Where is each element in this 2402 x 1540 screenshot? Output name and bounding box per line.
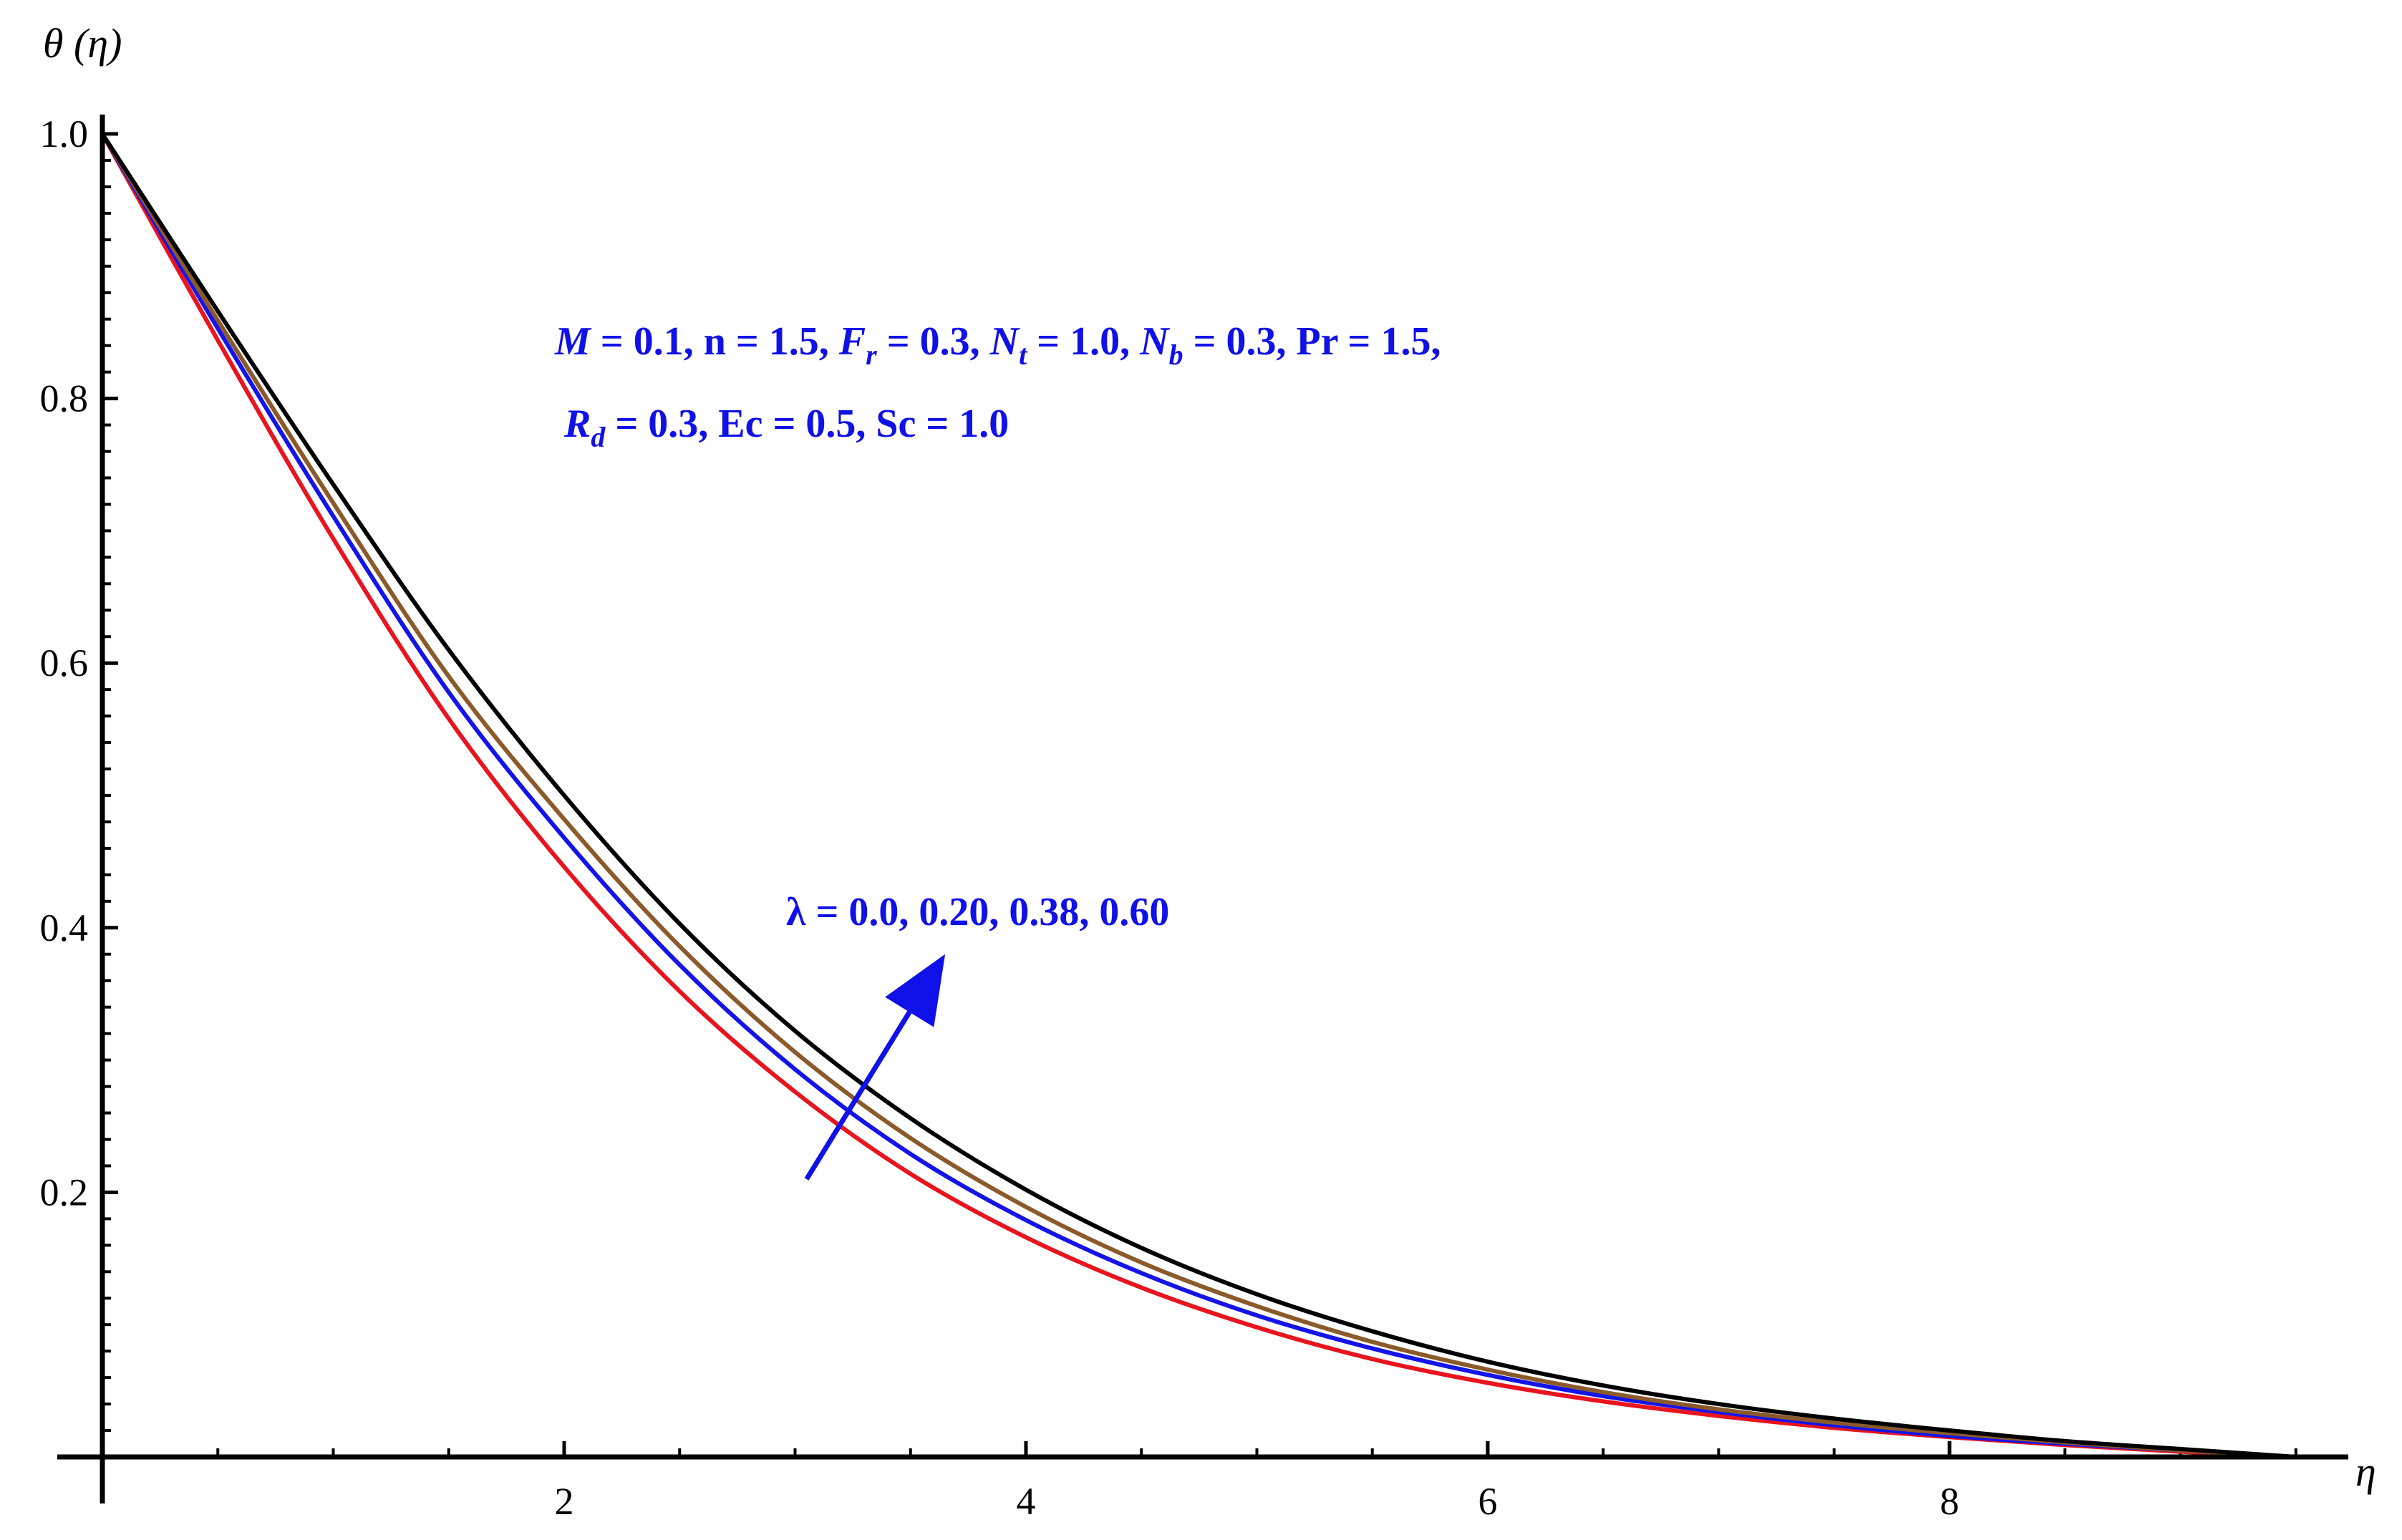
lambda-arrow (804, 954, 946, 1181)
params-annotation-line1: M = 0.1, n = 1.5, Fr = 0.3, Nt = 1.0, Nb… (554, 319, 1440, 371)
x-tick-label: 8 (1940, 1480, 1960, 1523)
x-tick-label: 6 (1478, 1480, 1498, 1523)
x-tick-label: 2 (555, 1480, 574, 1523)
y-tick-label: 0.2 (40, 1171, 89, 1214)
y-tick-label: 0.6 (40, 641, 89, 684)
y-tick-label: 1.0 (40, 112, 89, 155)
series-line-3 (100, 132, 2296, 1459)
tick-labels: 2 4 6 8 0.2 0.4 0.6 0.8 1.0 (40, 112, 1960, 1523)
curves (100, 132, 2296, 1459)
x-axis-label: η (2355, 1448, 2376, 1495)
arrow-head (885, 954, 946, 1027)
y-tick-label: 0.8 (40, 377, 89, 420)
lambda-annotation: λ = 0.0, 0.20, 0.38, 0.60 (786, 890, 1169, 934)
series-line-2 (100, 132, 2296, 1459)
x-tick-label: 4 (1017, 1480, 1036, 1523)
params-annotation-line2: Rd = 0.3, Ec = 0.5, Sc = 1.0 (563, 402, 1009, 453)
y-tick-label: 0.4 (40, 906, 89, 949)
series-line-4 (100, 132, 2296, 1459)
y-axis-label: θ (η) (43, 20, 122, 67)
major-ticks (102, 132, 1952, 1457)
arrow-shaft (804, 1010, 912, 1181)
